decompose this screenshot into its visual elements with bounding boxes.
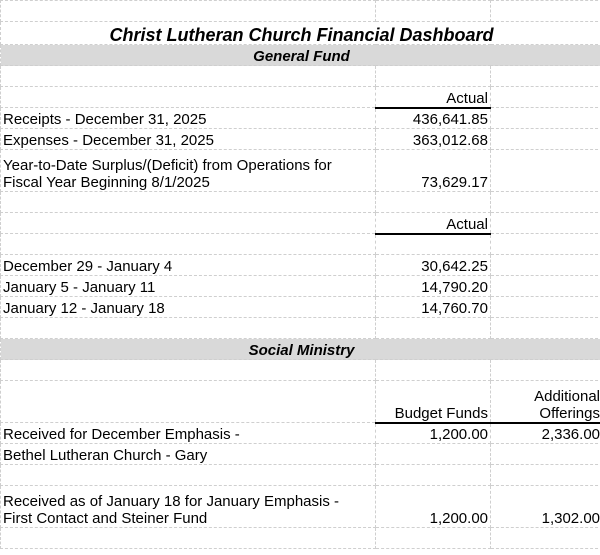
section-heading: Social Ministry [0, 338, 600, 360]
table-row: January 5 - January 11 14,790.20 [0, 275, 600, 297]
row-label: Received for December Emphasis - [0, 422, 376, 444]
row-value: 30,642.25 [375, 254, 491, 276]
row-budget: 1,200.00 [375, 422, 491, 444]
row-label-line: First Contact and Steiner Fund [3, 510, 208, 527]
row-label: Received as of January 18 for January Em… [0, 485, 376, 528]
column-header-actual: Actual [375, 86, 491, 109]
page-title: Christ Lutheran Church Financial Dashboa… [0, 21, 600, 45]
table-row: January 12 - January 18 14,760.70 [0, 296, 600, 318]
section-band-social-ministry: Social Ministry [0, 338, 600, 360]
section-band-general-fund: General Fund [0, 44, 600, 66]
row-label: January 5 - January 11 [0, 275, 376, 297]
row-value: 14,790.20 [375, 275, 491, 297]
table-row: Received for December Emphasis -1,200.00… [0, 422, 600, 444]
column-header-additional-offerings: Additional Offerings [490, 380, 600, 424]
table-row: Expenses - December 31, 2025 363,012.68 [0, 128, 600, 150]
column-header-actual: Actual [375, 212, 491, 235]
row-label: Receipts - December 31, 2025 [0, 107, 376, 129]
row-value: 73,629.17 [375, 149, 491, 192]
table-row: December 29 - January 4 30,642.25 [0, 254, 600, 276]
row-label: Year-to-Date Surplus/(Deficit) from Oper… [0, 149, 376, 192]
row-label-line: Fiscal Year Beginning 8/1/2025 [3, 174, 210, 191]
row-budget: 1,200.00 [375, 485, 491, 528]
table-row: Received as of January 18 for January Em… [0, 485, 600, 528]
table-row: Bethel Lutheran Church - Gary [0, 443, 600, 465]
table-row: Receipts - December 31, 2025 436,641.85 [0, 107, 600, 129]
section-heading: General Fund [0, 44, 600, 66]
header-line: Offerings [539, 404, 600, 422]
row-label: January 12 - January 18 [0, 296, 376, 318]
row-additional: 2,336.00 [490, 422, 600, 444]
header-line: Additional [534, 387, 600, 405]
table-row: Year-to-Date Surplus/(Deficit) from Oper… [0, 149, 600, 192]
row-additional: 1,302.00 [490, 485, 600, 528]
row-label-line: Year-to-Date Surplus/(Deficit) from Oper… [3, 157, 332, 174]
row-label: Expenses - December 31, 2025 [0, 128, 376, 150]
column-header-budget-funds: Budget Funds [375, 380, 491, 424]
row-value: 363,012.68 [375, 128, 491, 150]
row-value: 14,760.70 [375, 296, 491, 318]
row-label: Bethel Lutheran Church - Gary [0, 443, 376, 465]
row-value: 436,641.85 [375, 107, 491, 129]
row-label: December 29 - January 4 [0, 254, 376, 276]
row-label-line: Received as of January 18 for January Em… [3, 493, 339, 510]
